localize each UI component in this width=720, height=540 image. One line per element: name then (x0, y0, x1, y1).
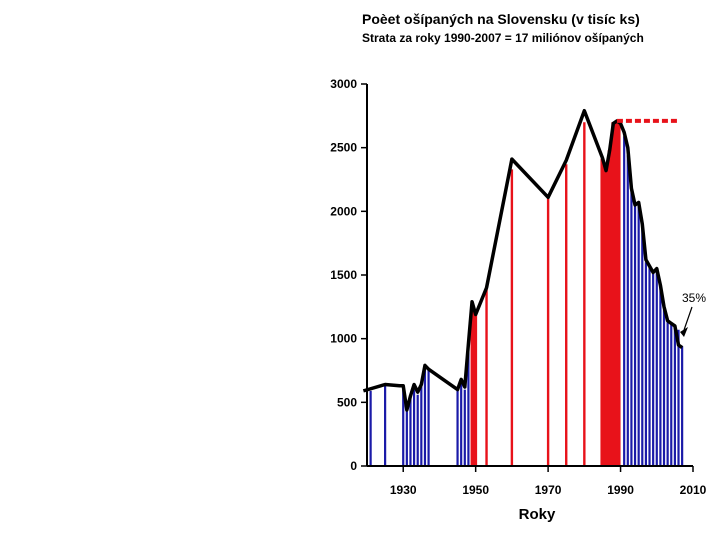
bar-red-block-1985-1990 (600, 120, 621, 466)
x-tick-label-1950: 1950 (462, 483, 489, 497)
series-line (362, 108, 684, 412)
y-tick-label-2500: 2500 (330, 141, 357, 155)
annotation-arrow-shaft (683, 306, 693, 331)
y-tick-label-3000: 3000 (330, 77, 357, 91)
chart-subtitle: Strata za roky 1990-2007 = 17 miliónov o… (362, 31, 644, 45)
bars-layer (369, 120, 684, 466)
x-tick-label-1930: 1930 (390, 483, 417, 497)
y-tick-label-1000: 1000 (330, 332, 357, 346)
chart-title: Poèet ošípaných na Slovensku (v tisíc ks… (362, 11, 640, 27)
x-tick-label-1990: 1990 (607, 483, 634, 497)
axes-layer: 0 500 1000 1500 2000 2500 3000 1930 1950 1970 1990… (330, 77, 706, 497)
x-tick-label-2010: 2010 (680, 483, 707, 497)
y-tick-label-1500: 1500 (330, 268, 357, 282)
x-axis-label: Roky (519, 506, 556, 523)
y-tick-label-0: 0 (350, 459, 357, 473)
y-tick-label-2000: 2000 (330, 204, 357, 218)
x-tick-label-1970: 1970 (535, 483, 562, 497)
annotation-label: 35% (682, 291, 706, 305)
series-layer: 35% (362, 108, 706, 412)
y-tick-label-500: 500 (337, 395, 357, 409)
bar-red-block-1949 (470, 309, 478, 466)
annotation-arrow-head (680, 327, 688, 337)
